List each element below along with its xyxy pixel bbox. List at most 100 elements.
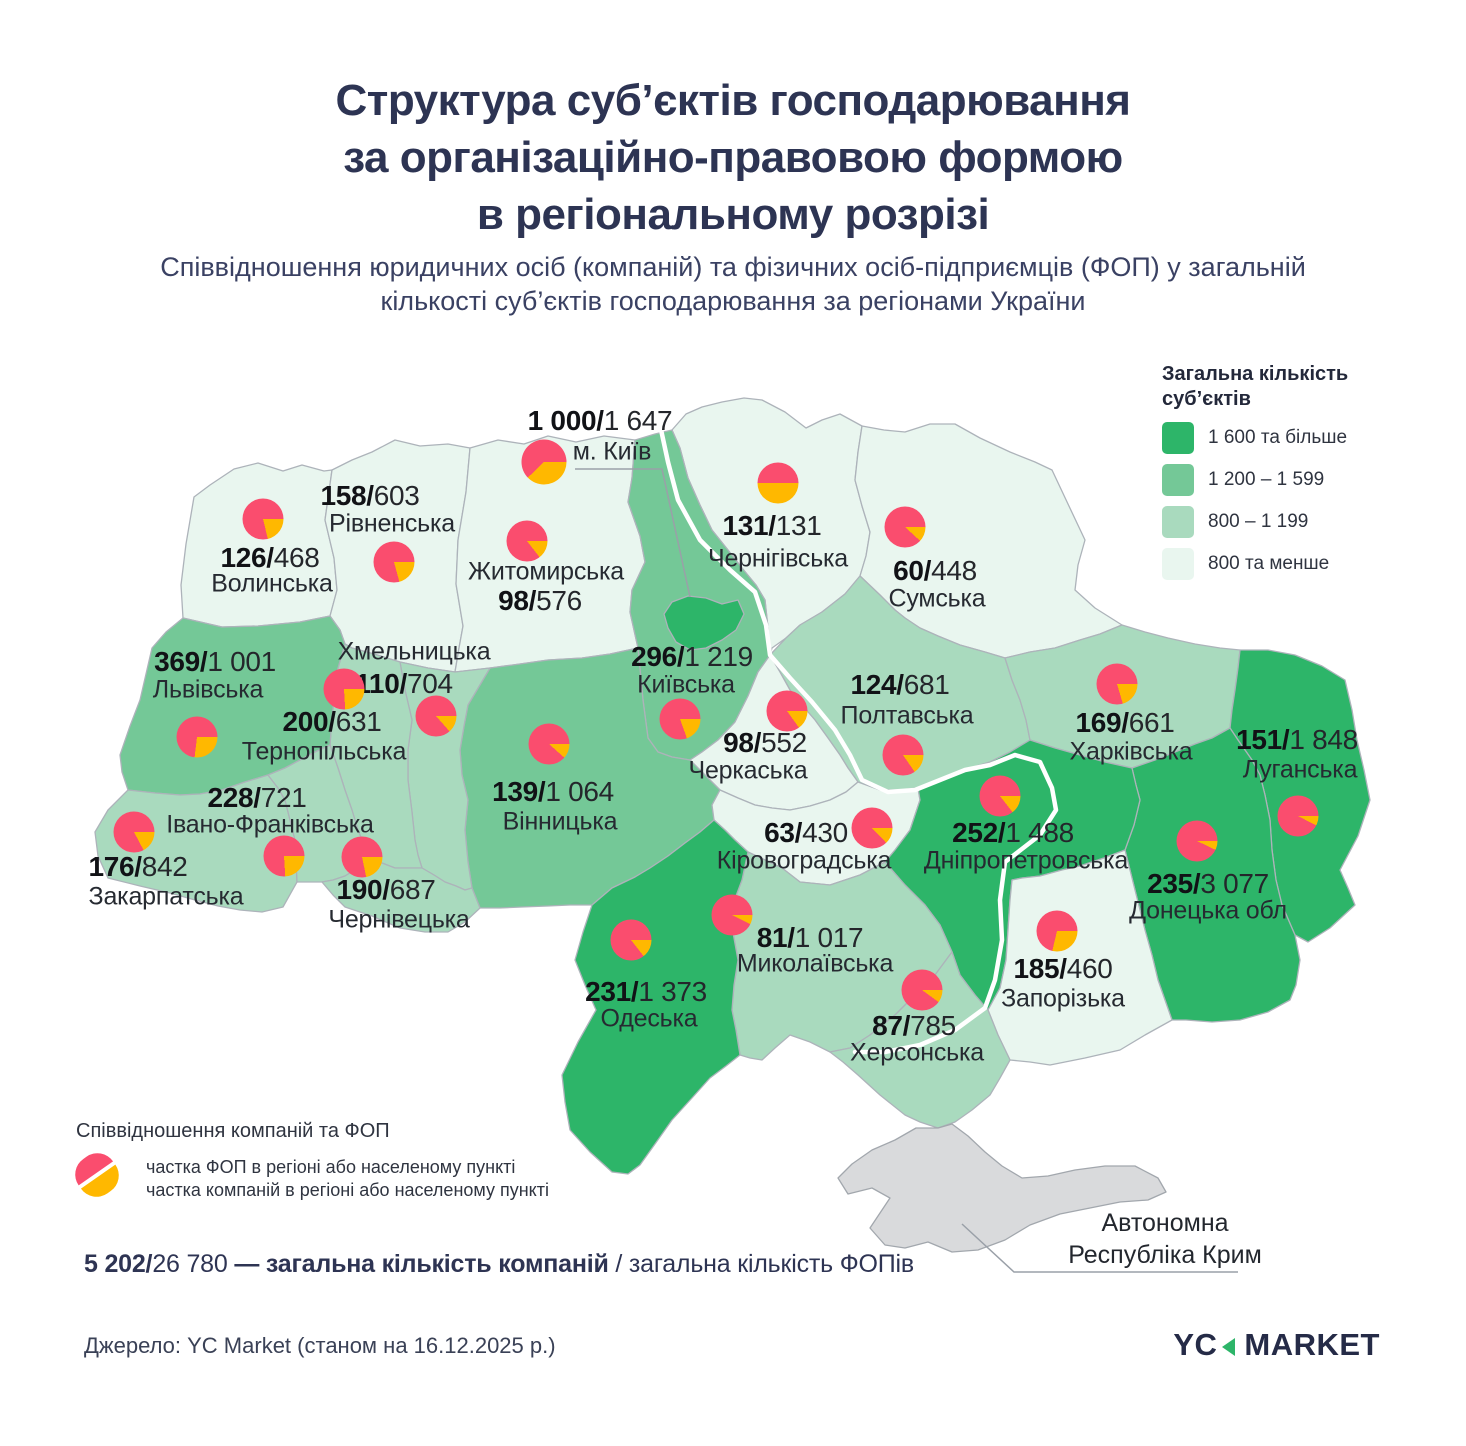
- region-values-poltava: 124/681: [850, 669, 950, 700]
- region-pie-zaporizhzhia: [1036, 910, 1078, 952]
- legend-title: Загальна кількість суб’єктів: [1162, 362, 1462, 412]
- brand-logo: YC MARKET: [1173, 1327, 1380, 1363]
- region-pie-chernivtsi: [341, 836, 383, 878]
- region-name-vinnytsia: Вінницька: [502, 807, 618, 836]
- region-name-volyn: Волинська: [211, 569, 333, 598]
- region-name-kirovohrad: Кіровоградська: [716, 846, 892, 875]
- region-name-zaporizhzhia: Запорізька: [1001, 984, 1125, 1013]
- region-name-luhansk: Луганська: [1242, 755, 1358, 784]
- logo-part-2: MARKET: [1244, 1327, 1380, 1362]
- map-overlays: [575, 422, 1238, 1273]
- region-values-donetsk: 235/3 077: [1147, 868, 1269, 899]
- logo-triangle-icon: [1222, 1337, 1236, 1356]
- region-values-ternopil: 200/631: [282, 706, 382, 737]
- region-values-cherkasy: 98/552: [723, 727, 807, 758]
- region-name-khmelnytskyi: Хмельницька: [337, 637, 491, 666]
- region-values-luhansk: 151/1 848: [1236, 724, 1358, 755]
- legend-swatch-2: [1162, 506, 1194, 538]
- region-name-kyiv_city: м. Київ: [572, 437, 652, 466]
- legend-label-3: 800 та менше: [1208, 553, 1330, 574]
- region-pie-chernihiv: [757, 462, 799, 504]
- region-values-kherson: 87/785: [872, 1010, 956, 1041]
- region-pie-kirovohrad: [851, 807, 893, 849]
- crimea-connector-line: [961, 1223, 1238, 1273]
- legend-label-0: 1 600 та більше: [1208, 427, 1348, 448]
- region-name-poltava: Полтавська: [840, 701, 974, 730]
- region-name-chernihiv: Чернігівська: [707, 544, 849, 573]
- region-shape-kyiv_city: [663, 595, 745, 651]
- region-values-chernivtsi: 190/687: [336, 874, 436, 905]
- region-pie-poltava: [882, 734, 924, 776]
- region-name-donetsk: Донецька обл: [1129, 896, 1287, 925]
- total-count-legend: Загальна кількість суб’єктів 1 600 та бі…: [1162, 362, 1462, 580]
- region-values-mykolaiv: 81/1 017: [756, 922, 864, 953]
- region-name-sumy: Сумська: [888, 584, 986, 613]
- region-pie-kharkiv: [1096, 663, 1138, 705]
- region-name-zakarpattia: Закарпатська: [88, 882, 244, 911]
- legend-title-line-1: Загальна кількість: [1162, 363, 1349, 385]
- legend-swatch-1: [1162, 464, 1194, 496]
- region-pie-ternopil: [323, 668, 365, 710]
- subtitle-line-1: Співвідношення юридичних осіб (компаній)…: [160, 252, 1306, 282]
- logo-part-1: YC: [1173, 1327, 1218, 1362]
- totals-line: 5 202/26 780 — загальна кількість компан…: [84, 1250, 914, 1278]
- legend-swatch-3: [1162, 548, 1194, 580]
- region-name-kyiv_obl: Київська: [637, 670, 735, 699]
- region-values-chernihiv: 131/131: [722, 510, 822, 541]
- region-pie-luhansk: [1277, 795, 1319, 837]
- region-pie-zakarpattia: [113, 811, 155, 853]
- region-name-rivne: Рівненська: [329, 509, 455, 538]
- region-shape-kherson: [829, 951, 1011, 1129]
- ratio-item-fop: частка ФОП в регіоні або населеному пунк…: [146, 1157, 516, 1177]
- region-pie-sumy: [884, 506, 926, 548]
- region-values-odesa: 231/1 373: [585, 976, 707, 1007]
- region-name-lviv: Львівська: [152, 675, 264, 704]
- ratio-legend-title: Співвідношення компаній та ФОП: [76, 1120, 390, 1142]
- region-values-kyiv_obl: 296/1 219: [631, 641, 753, 672]
- source-note: Джерело: YC Market (станом на 16.12.2025…: [84, 1333, 556, 1358]
- region-values-kyiv_city: 1 000/1 647: [527, 405, 673, 436]
- region-values-sumy: 60/448: [893, 555, 977, 586]
- region-pie-lviv: [176, 716, 218, 758]
- page-title: Структура суб’єктів господарювання за ор…: [0, 72, 1466, 243]
- legend-item-1: 1 200 – 1 599: [1162, 464, 1462, 496]
- region-values-lviv: 369/1 001: [154, 646, 276, 677]
- dnipro-river: [657, 422, 1059, 1055]
- crimea-label: Автономна Республіка Крим: [1040, 1207, 1290, 1271]
- ratio-legend-items: частка ФОП в регіоні або населеному пунк…: [146, 1156, 549, 1202]
- region-values-vinnytsia: 139/1 064: [492, 776, 614, 807]
- region-values-zaporizhzhia: 185/460: [1013, 953, 1113, 984]
- legend-items: 1 600 та більше 1 200 – 1 599 800 – 1 199 8…: [1162, 422, 1462, 580]
- region-name-dnipro: Дніпропетровська: [923, 846, 1129, 875]
- legend-label-1: 1 200 – 1 599: [1208, 469, 1325, 490]
- region-name-kherson: Херсонська: [850, 1038, 984, 1067]
- region-name-kharkiv: Харківська: [1069, 737, 1193, 766]
- region-pie-vinnytsia: [528, 723, 570, 765]
- region-values-volyn: 126/468: [220, 542, 320, 573]
- region-values-kharkiv: 169/661: [1075, 707, 1175, 738]
- legend-item-0: 1 600 та більше: [1162, 422, 1462, 454]
- region-pie-mykolaiv: [711, 894, 753, 936]
- title-line-1: Структура суб’єктів господарювання: [335, 76, 1131, 125]
- region-name-ternopil: Тернопільська: [241, 737, 407, 766]
- crimea-label-line-2: Республіка Крим: [1068, 1241, 1262, 1269]
- region-pie-kherson: [901, 969, 943, 1011]
- title-line-2: за організаційно-правовою формою: [343, 133, 1123, 182]
- region-values-rivne: 158/603: [320, 480, 420, 511]
- legend-swatch-0: [1162, 422, 1194, 454]
- legend-label-2: 800 – 1 199: [1208, 511, 1309, 532]
- region-pie-khmelnytskyi: [415, 695, 457, 737]
- region-shape-zaporizhzhia: [987, 849, 1173, 1066]
- legend-item-3: 800 та менше: [1162, 548, 1462, 580]
- crimea-label-line-1: Автономна: [1101, 1209, 1229, 1237]
- region-name-zhytomyr: Житомирська: [468, 557, 624, 586]
- region-pie-dnipro: [979, 775, 1021, 817]
- region-pie-kyiv_city: [521, 439, 567, 485]
- legend-title-line-2: суб’єктів: [1162, 388, 1251, 410]
- subtitle-line-2: кількості суб’єктів господарювання за ре…: [380, 286, 1086, 316]
- region-values-zhytomyr: 98/576: [498, 585, 582, 616]
- region-pie-donetsk: [1176, 820, 1218, 862]
- region-name-ivano_frankivsk: Івано-Франківська: [166, 810, 374, 839]
- region-pie-zhytomyr: [506, 520, 548, 562]
